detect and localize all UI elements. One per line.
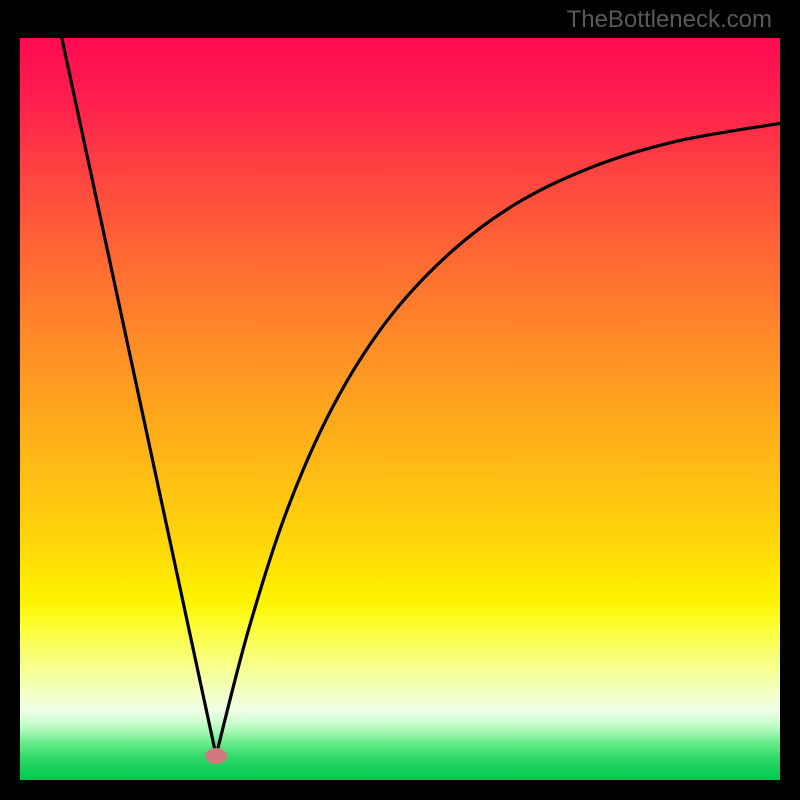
curve-svg: [20, 38, 780, 780]
watermark-text: TheBottleneck.com: [567, 6, 772, 34]
bottleneck-curve: [62, 38, 780, 756]
plot-area: [20, 38, 780, 780]
minimum-marker: [205, 748, 227, 764]
chart-stage: TheBottleneck.com: [0, 0, 800, 800]
